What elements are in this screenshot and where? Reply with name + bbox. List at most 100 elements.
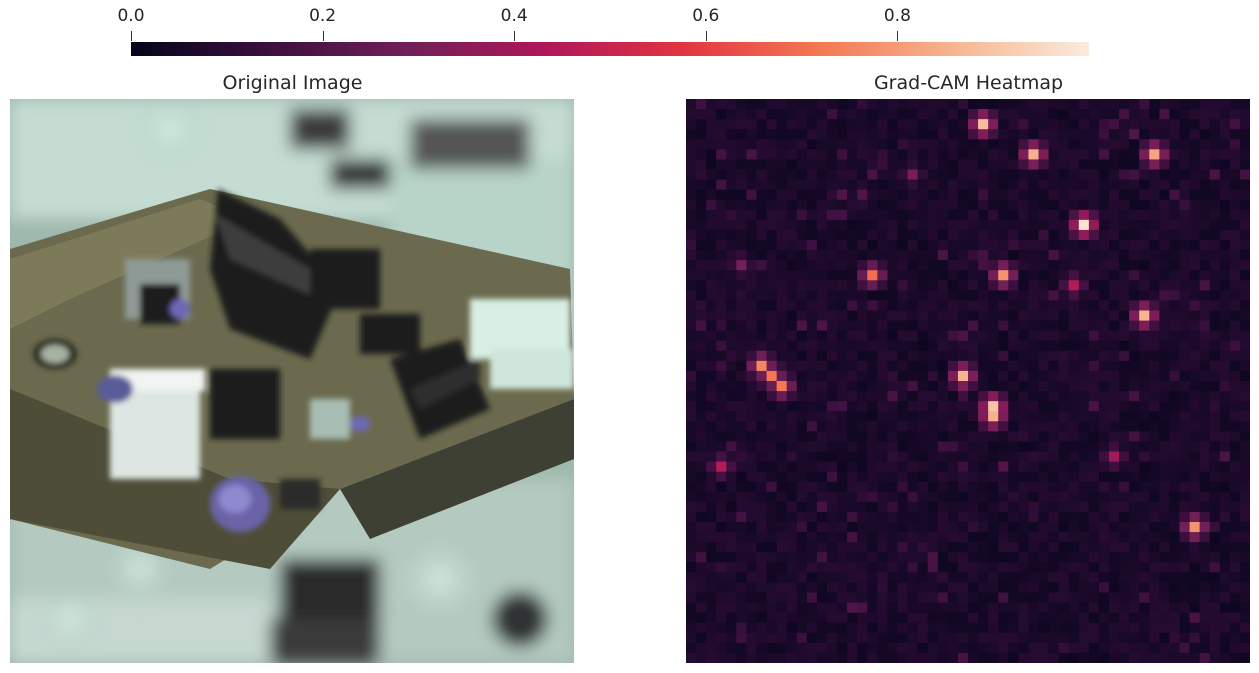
heatmap-cell (988, 391, 999, 402)
heatmap-cell (857, 421, 868, 432)
heatmap-cell (716, 501, 727, 513)
heatmap-cell (726, 209, 737, 221)
heatmap-cell (1199, 350, 1211, 362)
heatmap-cell (776, 481, 788, 493)
heatmap-cell (867, 300, 878, 312)
heatmap-cell (1129, 300, 1140, 312)
heatmap-cell (746, 320, 758, 332)
heatmap-cell (746, 401, 758, 412)
heatmap-cell (917, 209, 929, 221)
heatmap-cell (1219, 370, 1231, 382)
heatmap-cell (1098, 381, 1110, 392)
heatmap-cell (927, 451, 939, 463)
heatmap-cell (1189, 391, 1201, 402)
heatmap-cell (1088, 632, 1100, 644)
heatmap-cell (696, 562, 707, 573)
heatmap-cell (1199, 582, 1211, 594)
heatmap-cell (907, 642, 919, 654)
heatmap-cell (1109, 240, 1120, 251)
heatmap-cell (1159, 320, 1171, 332)
heatmap-cell (1109, 501, 1120, 513)
heatmap-cell (847, 340, 858, 352)
heatmap-cell (1068, 270, 1080, 281)
heatmap-cell (837, 320, 848, 332)
heatmap-cell (1038, 229, 1050, 241)
heatmap-cell (1159, 511, 1171, 523)
heatmap-cell (968, 109, 979, 120)
heatmap-cell (706, 119, 717, 130)
heatmap-cell (1119, 219, 1130, 231)
heatmap-cell (837, 360, 848, 372)
heatmap-cell (867, 652, 878, 663)
heatmap-cell (988, 622, 999, 634)
heatmap-cell (887, 582, 899, 594)
heatmap-cell (1109, 370, 1120, 382)
heatmap-cell (968, 219, 979, 231)
heatmap-cell (1008, 582, 1019, 594)
heatmap-cell (796, 592, 808, 604)
heatmap-cell (716, 522, 727, 533)
heatmap-cell (1098, 501, 1110, 513)
heatmap-cell (1209, 330, 1221, 342)
heatmap-cell (827, 501, 838, 513)
heatmap-cell (786, 401, 798, 412)
heatmap-cell (1078, 280, 1090, 291)
heatmap-cell (937, 622, 949, 634)
heatmap-cell (686, 199, 697, 211)
heatmap-cell (726, 310, 737, 322)
heatmap-cell (937, 431, 949, 443)
heatmap-cell (917, 300, 929, 312)
heatmap-cell (1179, 129, 1191, 140)
heatmap-cell (877, 129, 889, 140)
heatmap-cell (786, 370, 798, 382)
heatmap-cell (1189, 209, 1201, 221)
heatmap-cell (857, 552, 868, 563)
heatmap-cell (1119, 451, 1130, 463)
heatmap-cell (867, 391, 878, 402)
heatmap-cell (816, 119, 828, 130)
heatmap-cell (998, 451, 1009, 463)
heatmap-cell (786, 270, 798, 281)
heatmap-cell (1189, 582, 1201, 594)
heatmap-cell (877, 240, 889, 251)
heatmap-cell (857, 310, 868, 322)
heatmap-cell (766, 501, 778, 513)
heatmap-cell (968, 542, 979, 553)
heatmap-cell (867, 471, 878, 483)
heatmap-cell (857, 461, 868, 473)
heatmap-cell (1199, 209, 1211, 221)
heatmap-cell (1038, 642, 1050, 654)
heatmap-cell (1088, 431, 1100, 443)
heatmap-cell (978, 451, 989, 463)
heatmap-cell (786, 229, 798, 241)
heatmap-cell (1068, 159, 1080, 171)
heatmap-cell (796, 441, 808, 453)
heatmap-cell (1109, 270, 1120, 281)
heatmap-cell (1088, 139, 1100, 150)
heatmap-cell (1239, 139, 1250, 150)
heatmap-cell (978, 189, 989, 201)
heatmap-cell (1109, 99, 1120, 110)
heatmap-cell (1119, 562, 1130, 573)
heatmap-cell (776, 229, 788, 241)
heatmap-cell (1038, 129, 1050, 140)
heatmap-cell (736, 320, 748, 332)
heatmap-cell (837, 451, 848, 463)
heatmap-cell (806, 300, 818, 312)
heatmap-cell (706, 139, 717, 150)
heatmap-cell (1048, 421, 1060, 432)
heatmap-cell (1119, 300, 1130, 312)
heatmap-cell (1119, 99, 1130, 110)
heatmap-cell (1129, 109, 1140, 120)
heatmap-cell (806, 592, 818, 604)
heatmap-cell (927, 250, 939, 261)
heatmap-cell (1068, 441, 1080, 453)
heatmap-cell (1058, 290, 1070, 302)
heatmap-cell (897, 189, 909, 201)
heatmap-cell (776, 552, 788, 563)
heatmap-cell (988, 310, 999, 322)
heatmap-cell (827, 652, 838, 663)
heatmap-cell (756, 411, 768, 422)
heatmap-cell (1229, 491, 1241, 503)
heatmap-cell (786, 582, 798, 594)
